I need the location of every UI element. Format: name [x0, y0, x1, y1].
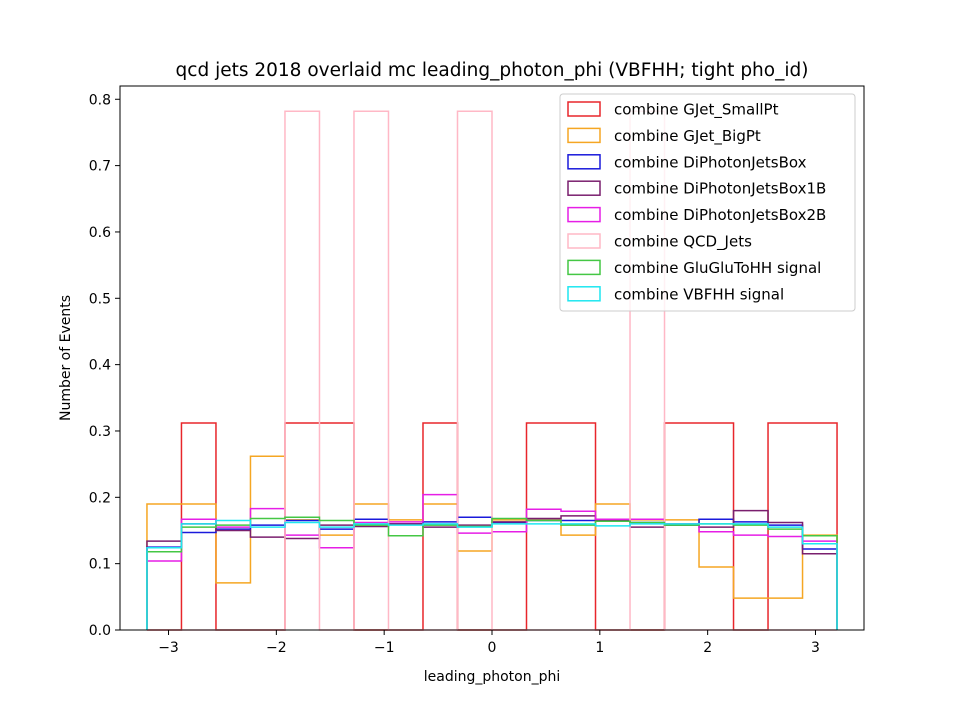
- x-axis-label: leading_photon_phi: [424, 669, 561, 685]
- legend-swatch: [567, 206, 601, 223]
- legend-swatch: [567, 259, 601, 276]
- y-tick-label: 0.0: [89, 623, 111, 639]
- x-axis: −3 −2 −1 0 1 2 3: [158, 630, 820, 656]
- x-tick-label: −3: [158, 640, 179, 656]
- legend-swatch: [567, 233, 601, 249]
- legend-frame: [559, 93, 856, 312]
- y-tick-label: 0.2: [89, 490, 111, 506]
- legend-label: combine DiPhotonJetsBox1B: [614, 180, 826, 198]
- x-tick-label: 2: [703, 640, 712, 656]
- x-tick-label: 1: [595, 640, 604, 656]
- y-tick-label: 0.1: [89, 557, 111, 573]
- y-axis-label: Number of Events: [58, 295, 74, 421]
- series-layer: [146, 110, 838, 631]
- y-tick-label: 0.6: [89, 225, 111, 241]
- legend-swatch: [567, 127, 601, 144]
- legend-swatch: [567, 286, 601, 302]
- legend-swatch: [567, 101, 601, 117]
- series-line-1: [146, 455, 838, 630]
- legend-label: combine GJet_SmallPt: [614, 101, 779, 120]
- legend-swatch: [567, 154, 601, 170]
- legend-label: combine GJet_BigPt: [614, 127, 761, 146]
- x-tick-label: −2: [266, 640, 287, 656]
- y-tick-label: 0.5: [89, 291, 111, 307]
- legend-swatch: [567, 180, 601, 196]
- series-line-7: [146, 519, 838, 630]
- legend-label: combine QCD_Jets: [614, 233, 752, 252]
- legend-label: combine GluGluToHH signal: [614, 259, 821, 277]
- x-tick-label: 0: [488, 640, 497, 656]
- chart-title: qcd jets 2018 overlaid mc leading_photon…: [176, 60, 809, 81]
- x-tick-label: 3: [811, 640, 820, 656]
- y-tick-label: 0.3: [89, 424, 111, 440]
- legend-label: combine DiPhotonJetsBox: [614, 153, 807, 171]
- legend-label: combine DiPhotonJetsBox2B: [614, 206, 826, 224]
- y-tick-label: 0.7: [89, 159, 111, 175]
- legend-label: combine VBFHH signal: [614, 285, 784, 303]
- y-axis: 0.0 0.1 0.2 0.3 0.4 0.5 0.6 0.7 0.8: [89, 92, 120, 639]
- y-tick-label: 0.8: [89, 92, 111, 108]
- x-tick-label: −1: [374, 640, 395, 656]
- y-tick-label: 0.4: [89, 358, 111, 374]
